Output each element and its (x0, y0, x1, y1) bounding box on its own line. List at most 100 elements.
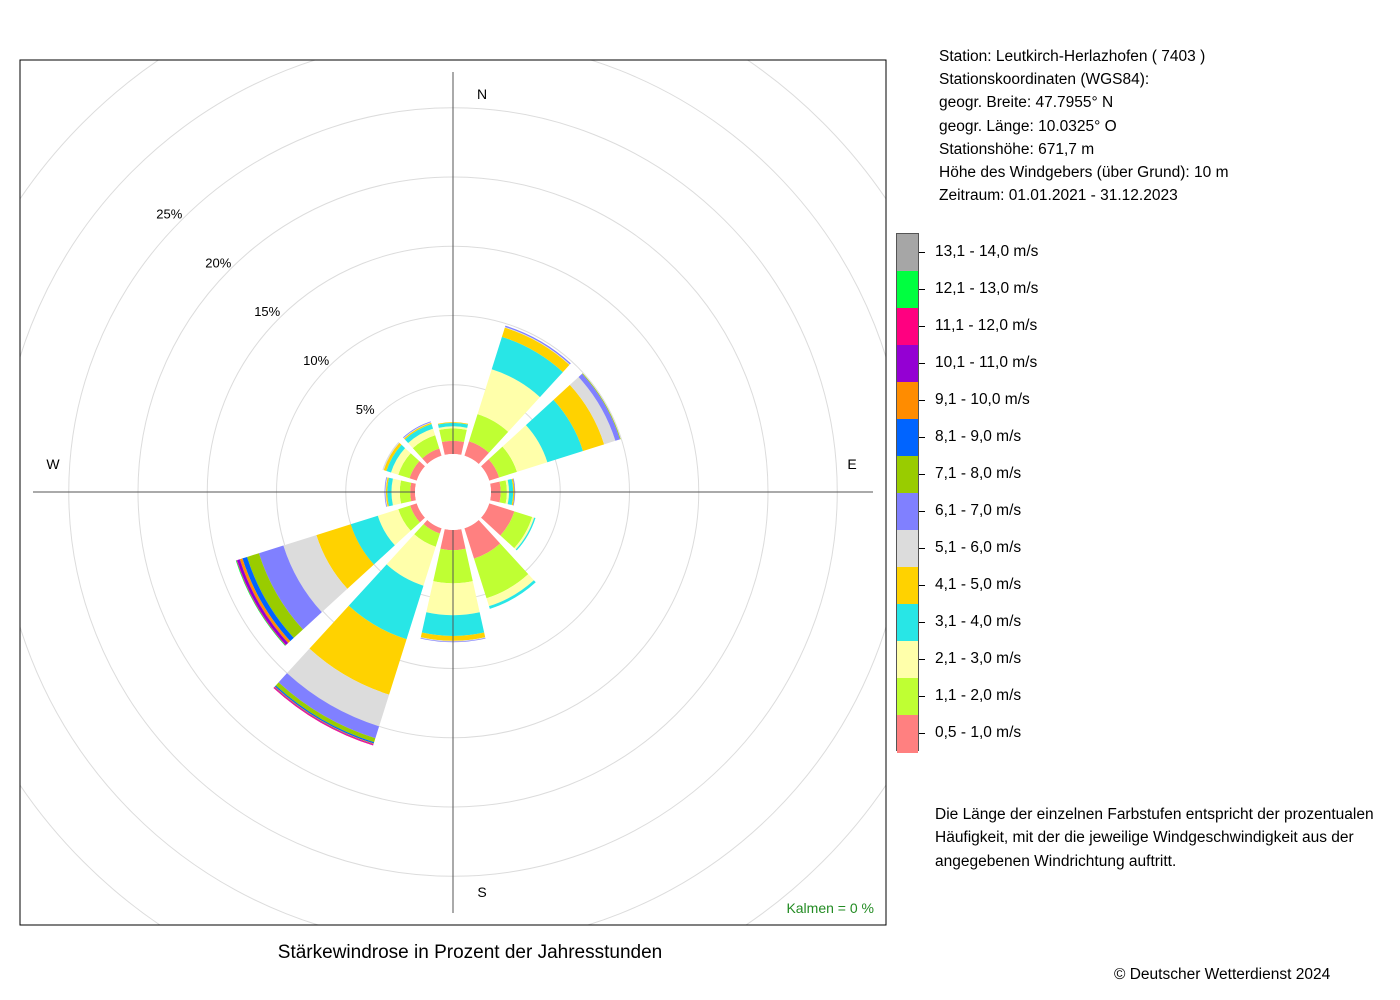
sector-300-class-3 (386, 444, 406, 473)
sector-150-class-0 (464, 520, 501, 559)
cardinal-south: S (477, 884, 486, 900)
legend-label: 7,1 - 8,0 m/s (935, 464, 1022, 482)
legend-label: 4,1 - 5,0 m/s (935, 575, 1022, 593)
legend-label: 5,1 - 6,0 m/s (935, 538, 1022, 556)
sector-30-class-4 (501, 327, 570, 373)
sector-150-class-2 (486, 574, 534, 607)
legend-label: 9,1 - 10,0 m/s (935, 390, 1030, 408)
legend-swatch (897, 382, 918, 420)
plot-frame (19, 59, 887, 926)
sector-300-class-0 (409, 461, 425, 481)
elevation: Stationshöhe: 671,7 m (939, 140, 1095, 158)
sector-60-class-1 (488, 446, 517, 478)
sector-330-class-2 (408, 428, 436, 449)
legend-label: 1,1 - 2,0 m/s (935, 686, 1022, 704)
sector-60-class-6 (578, 373, 621, 441)
sector-0-class-4 (437, 422, 469, 425)
sector-210-class-0 (423, 520, 442, 534)
calms-label: Kalmen = 0 % (786, 900, 874, 916)
legend-label: 11,1 - 12,0 m/s (935, 316, 1038, 334)
radial-tick-label: 5% (356, 402, 375, 417)
sector-330-class-3 (404, 424, 434, 444)
chart-title: Stärkewindrose in Prozent der Jahresstun… (277, 942, 663, 963)
legend-swatch (897, 234, 918, 272)
legend-swatch (897, 456, 918, 494)
wind-sectors (235, 325, 621, 746)
legend-label: 6,1 - 7,0 m/s (935, 501, 1022, 519)
station-info: Station: Leutkirch-Herlazhofen ( 7403 ) … (939, 45, 1228, 207)
legend-label: 13,1 - 14,0 m/s (935, 242, 1039, 260)
station-name: Station: Leutkirch-Herlazhofen ( 7403 ) (939, 48, 1206, 65)
legend-tick (919, 547, 925, 549)
longitude: geogr. Länge: 10.0325° O (939, 117, 1117, 135)
sector-150-class-3 (488, 580, 536, 609)
legend-tick (919, 473, 925, 475)
sector-240-class-3 (350, 515, 395, 565)
sensor-height: Höhe des Windgebers (über Grund): 10 m (939, 164, 1229, 182)
sector-90-class-6 (513, 478, 516, 506)
sector-120-class-2 (514, 516, 535, 550)
legend-swatch (897, 493, 918, 531)
sector-120-class-0 (481, 503, 515, 536)
legend-label: 3,1 - 4,0 m/s (935, 612, 1022, 630)
radial-tick-labels: 5% 10% 15% 20% 25% (156, 206, 375, 417)
legend-tick (919, 399, 925, 401)
sector-300-class-5 (382, 441, 400, 471)
sector-120-class-3 (515, 517, 536, 551)
legend-swatch (897, 271, 918, 309)
radial-tick-label: 10% (303, 353, 329, 368)
cardinal-west: W (46, 456, 60, 472)
sector-240-class-6 (258, 545, 322, 630)
sector-30-class-0 (464, 441, 489, 464)
speed-legend-colorbar (896, 233, 919, 753)
radial-tick-label: 25% (156, 206, 182, 221)
sector-30-class-3 (491, 336, 563, 398)
sector-60-class-4 (553, 384, 605, 452)
legend-swatch (897, 567, 918, 605)
legend-label: 8,1 - 9,0 m/s (935, 427, 1022, 445)
sector-300-class-1 (398, 453, 420, 479)
legend-swatch (897, 604, 918, 642)
legend-tick (919, 325, 925, 327)
sector-210-class-2 (386, 534, 436, 586)
legend-label: 2,1 - 3,0 m/s (935, 649, 1022, 667)
sector-270-class-5 (385, 477, 388, 507)
legend-tick (919, 732, 925, 734)
sector-330-class-4 (403, 422, 432, 440)
legend-swatch (897, 715, 918, 753)
legend-swatch (897, 641, 918, 679)
legend-swatch (897, 530, 918, 568)
legend-tick (919, 658, 925, 660)
sector-240-class-8 (242, 556, 294, 642)
sector-270-class-4 (385, 477, 389, 507)
cardinal-east: E (847, 456, 856, 472)
legend-tick (919, 695, 925, 697)
sector-240-class-1 (398, 505, 420, 531)
sector-240-class-4 (316, 524, 374, 589)
sector-60-class-3 (525, 399, 584, 463)
sector-300-class-2 (391, 448, 411, 475)
coordinates-label: Stationskoordinaten (WGS84): (939, 71, 1150, 89)
sector-270-class-6 (384, 477, 387, 507)
legend-tick (919, 436, 925, 438)
sector-60-class-0 (481, 459, 500, 481)
legend-label: 10,1 - 11,0 m/s (935, 353, 1038, 371)
sector-60-class-2 (502, 425, 548, 472)
sector-120-class-1 (500, 511, 533, 549)
sector-240-class-0 (410, 503, 425, 523)
legend-description: Die Länge der einzelnen Farbstufen entsp… (935, 806, 1374, 870)
sector-150-class-1 (474, 543, 529, 599)
legend-swatch (897, 345, 918, 383)
sector-30-class-1 (469, 414, 509, 453)
latitude: geogr. Breite: 47.7955° N (939, 94, 1114, 112)
sector-240-class-7 (247, 553, 303, 638)
sector-180-class-5 (420, 637, 486, 642)
sector-90-class-4 (511, 478, 515, 506)
sector-210-class-5 (286, 648, 390, 727)
sector-300-class-4 (383, 442, 402, 471)
sector-180-class-6 (420, 637, 486, 643)
legend-tick (919, 584, 925, 586)
legend-tick (919, 621, 925, 623)
wind-rose-chart: 5% 10% 15% 20% 25% N E S W Kalmen = 0 % (19, 59, 887, 926)
legend-tick (919, 510, 925, 512)
